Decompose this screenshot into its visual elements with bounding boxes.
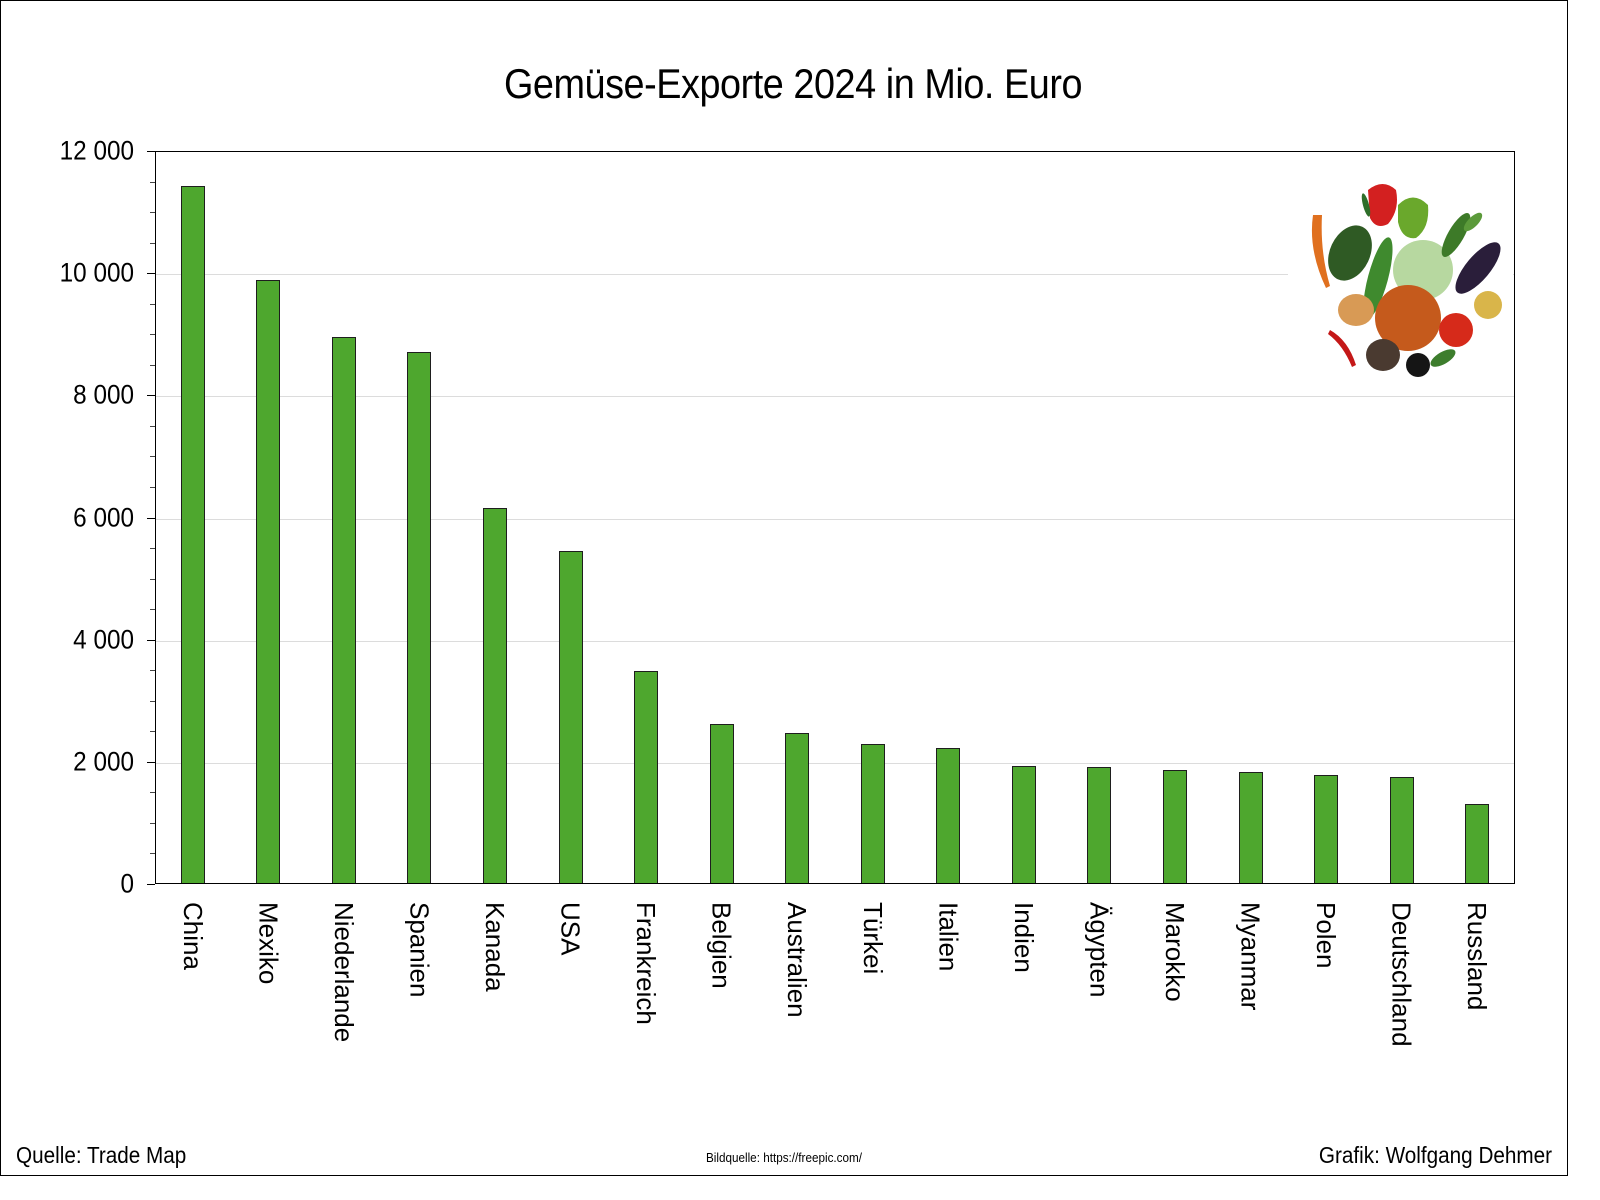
x-tick-label: Marokko	[1160, 902, 1190, 1002]
bar-russland	[1465, 804, 1490, 883]
y-major-tick	[147, 761, 155, 763]
y-minor-tick	[150, 731, 155, 733]
x-tick-label: Spanien	[404, 902, 435, 998]
y-tick-label: 8 000	[73, 379, 134, 410]
y-minor-tick	[150, 792, 155, 794]
bar-kanada	[483, 507, 507, 883]
x-tick-label: Deutschland	[1386, 902, 1417, 1047]
y-major-tick	[147, 639, 155, 641]
bar-spanien	[407, 352, 432, 883]
gridline	[156, 518, 1514, 520]
y-minor-tick	[150, 456, 155, 458]
bar-türkei	[860, 743, 885, 883]
y-tick-label: 12 000	[59, 135, 135, 166]
x-tick-label: Indien	[1008, 902, 1039, 973]
bar-belgien	[709, 724, 734, 883]
x-tick-label: Australien	[782, 902, 813, 1018]
y-minor-tick	[150, 609, 155, 611]
bar-indien	[1011, 765, 1036, 883]
gridline	[156, 762, 1514, 764]
chart-title: Gemüse-Exporte 2024 in Mio. Euro	[503, 60, 1083, 107]
bar-china	[180, 186, 205, 883]
gridline	[156, 396, 1514, 398]
x-tick-label: China	[177, 902, 208, 970]
image-credit-label: Bildquelle: https://freepic.com/	[705, 1150, 863, 1165]
bar-frankreich	[634, 671, 659, 883]
x-tick-label: USA	[555, 902, 586, 956]
y-minor-tick	[150, 425, 155, 427]
y-tick-label: 0	[120, 868, 134, 899]
x-tick-label: Türkei	[857, 902, 888, 975]
y-minor-tick	[150, 548, 155, 550]
y-minor-tick	[150, 364, 155, 366]
bar-myanmar	[1238, 771, 1263, 883]
y-minor-tick	[150, 853, 155, 855]
bar-italien	[936, 748, 961, 883]
author-label: Grafik: Wolfgang Dehmer	[1318, 1142, 1552, 1168]
bar-mexiko	[256, 280, 281, 883]
gridline	[156, 274, 1514, 276]
y-major-tick	[147, 151, 155, 152]
y-minor-tick	[150, 822, 155, 824]
bar-polen	[1314, 774, 1339, 883]
y-minor-tick	[150, 212, 155, 214]
y-major-tick	[147, 884, 155, 885]
y-major-tick	[147, 517, 155, 519]
y-tick-label: 2 000	[73, 746, 134, 777]
y-minor-tick	[150, 670, 155, 672]
x-tick-label: Kanada	[480, 902, 510, 992]
y-minor-tick	[150, 303, 155, 305]
chart-frame	[0, 0, 1568, 1176]
gridline	[156, 640, 1514, 642]
bar-ägypten	[1087, 766, 1112, 883]
y-major-tick	[147, 395, 155, 397]
y-minor-tick	[150, 486, 155, 488]
vegetables-image	[1288, 160, 1513, 393]
bar-usa	[558, 550, 583, 883]
y-tick-label: 4 000	[73, 624, 134, 655]
y-minor-tick	[150, 242, 155, 244]
bar-niederlande	[331, 336, 356, 883]
x-tick-label: Italien	[933, 902, 964, 972]
x-tick-label: Frankreich	[631, 902, 662, 1025]
bar-australien	[785, 732, 810, 883]
x-tick-label: Belgien	[706, 902, 737, 989]
x-tick-label: Ägypten	[1084, 902, 1115, 998]
x-tick-label: Mexiko	[253, 902, 284, 985]
x-tick-label: Niederlande	[328, 902, 359, 1043]
y-minor-tick	[150, 578, 155, 580]
y-minor-tick	[150, 334, 155, 336]
x-tick-label: Polen	[1311, 902, 1342, 969]
bar-deutschland	[1389, 776, 1414, 883]
bar-marokko	[1163, 770, 1187, 883]
x-tick-label: Myanmar	[1235, 902, 1266, 1011]
source-label: Quelle: Trade Map	[16, 1142, 187, 1168]
y-minor-tick	[150, 700, 155, 702]
y-tick-label: 6 000	[73, 502, 134, 532]
y-minor-tick	[150, 181, 155, 183]
x-tick-label: Russland	[1462, 902, 1493, 1011]
y-tick-label: 10 000	[59, 257, 135, 288]
y-major-tick	[147, 273, 155, 275]
